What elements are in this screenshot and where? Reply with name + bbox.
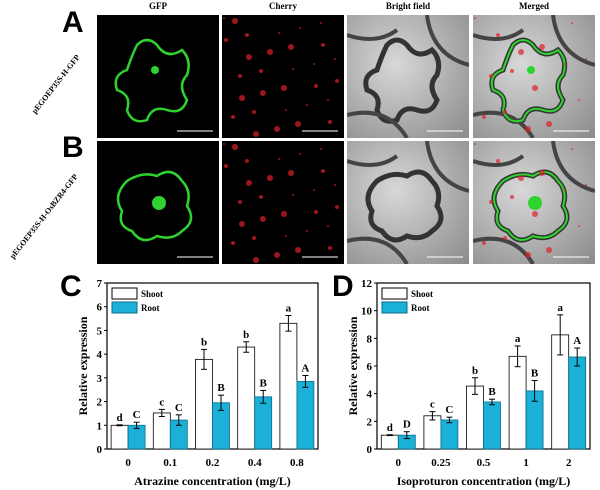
x-tick-label: 0.5 <box>477 457 491 469</box>
significance-letter: b <box>201 336 207 348</box>
panel-letter-a: A <box>62 6 84 39</box>
legend-swatch-shoot <box>111 287 138 300</box>
legend-swatch-shoot <box>381 287 408 300</box>
x-axis-label: Isoproturon concentration (mg/L) <box>397 474 571 488</box>
legend-swatch-root <box>381 301 408 314</box>
y-axis-label: Relative expression <box>76 316 90 415</box>
micrograph-a-gfp <box>97 15 219 138</box>
header-gfp: GFP <box>149 1 167 11</box>
micrograph-a-cherry <box>222 15 344 138</box>
significance-letter: a <box>515 333 521 345</box>
bar-shoot <box>237 346 256 450</box>
header-cherry: Cherry <box>269 1 297 11</box>
y-axis-label: Relative expression <box>346 316 360 415</box>
header-merged: Merged <box>519 1 549 11</box>
bar-shoot <box>110 424 129 450</box>
significance-letter: A <box>301 362 309 374</box>
y-tick-label: 1 <box>97 420 103 432</box>
bar-shoot <box>508 355 527 450</box>
bar-root <box>440 419 459 450</box>
y-tick-label: 2 <box>367 416 373 428</box>
significance-letter: B <box>260 377 268 389</box>
significance-letter: a <box>557 302 563 314</box>
significance-letter: B <box>531 368 539 380</box>
y-tick-label: 4 <box>367 389 373 401</box>
bar-root <box>483 401 501 450</box>
significance-letter: C <box>445 404 453 416</box>
bar-root <box>254 396 273 450</box>
bar-shoot <box>466 385 484 450</box>
significance-letter: C <box>175 402 183 414</box>
bar-root <box>568 356 587 450</box>
legend-swatch-root <box>111 301 138 314</box>
significance-letter: a <box>286 302 292 314</box>
legend-label-shoot: Shoot <box>141 289 163 299</box>
x-tick-label: 0.8 <box>290 457 304 469</box>
bar-root <box>296 381 315 450</box>
y-tick-label: 2 <box>97 397 103 409</box>
significance-letter: B <box>488 386 496 398</box>
micrograph-a-bright-field <box>347 15 469 138</box>
y-tick-label: 3 <box>97 373 103 385</box>
significance-letter: C <box>133 409 141 421</box>
header-bright-field: Bright field <box>385 1 431 11</box>
micrograph-b-merged <box>473 141 595 264</box>
significance-letter: d <box>117 412 123 424</box>
bar-shoot <box>423 415 442 450</box>
x-tick-label: 0 <box>125 457 131 469</box>
x-tick-label: 0.1 <box>163 457 177 469</box>
x-tick-label: 1 <box>523 457 529 469</box>
legend-label-root: Root <box>141 303 160 313</box>
significance-letter: c <box>159 396 164 408</box>
micrograph-b-bright-field <box>347 141 469 264</box>
significance-letter: b <box>472 365 478 377</box>
micrograph-a-merged <box>473 15 595 138</box>
y-tick-label: 0 <box>97 444 103 456</box>
x-tick-label: 0.25 <box>431 457 451 469</box>
bar-shoot <box>380 434 399 450</box>
x-axis-label: Atrazine concentration (mg/L) <box>134 474 291 488</box>
y-tick-label: 0 <box>367 444 373 456</box>
y-tick-label: 6 <box>97 302 103 314</box>
significance-letter: b <box>243 329 249 341</box>
micrograph-b-gfp <box>97 141 219 264</box>
y-tick-label: 4 <box>97 349 103 361</box>
panel-letter-d: D <box>332 270 354 303</box>
x-tick-label: 0 <box>396 457 402 469</box>
legend-label-shoot: Shoot <box>411 289 433 299</box>
y-tick-label: 5 <box>97 325 103 337</box>
significance-letter: A <box>573 335 581 347</box>
significance-letter: d <box>387 422 393 434</box>
panel-letter-b: B <box>62 131 84 164</box>
bar-shoot <box>279 322 298 450</box>
significance-letter: D <box>403 419 411 431</box>
significance-letter: B <box>217 382 225 394</box>
bar-shoot <box>195 358 213 450</box>
legend-label-root: Root <box>411 303 430 313</box>
y-tick-label: 12 <box>361 278 373 290</box>
x-tick-label: 0.2 <box>206 457 220 469</box>
x-tick-label: 0.4 <box>248 457 262 469</box>
x-tick-label: 2 <box>566 457 572 469</box>
significance-letter: c <box>430 399 435 411</box>
y-tick-label: 7 <box>97 278 103 290</box>
y-tick-label: 6 <box>367 361 373 373</box>
y-tick-label: 8 <box>367 333 373 345</box>
micrograph-b-cherry <box>222 141 344 264</box>
bar-shoot <box>152 412 171 450</box>
panel-letter-c: C <box>60 270 82 303</box>
y-tick-label: 10 <box>361 306 373 318</box>
